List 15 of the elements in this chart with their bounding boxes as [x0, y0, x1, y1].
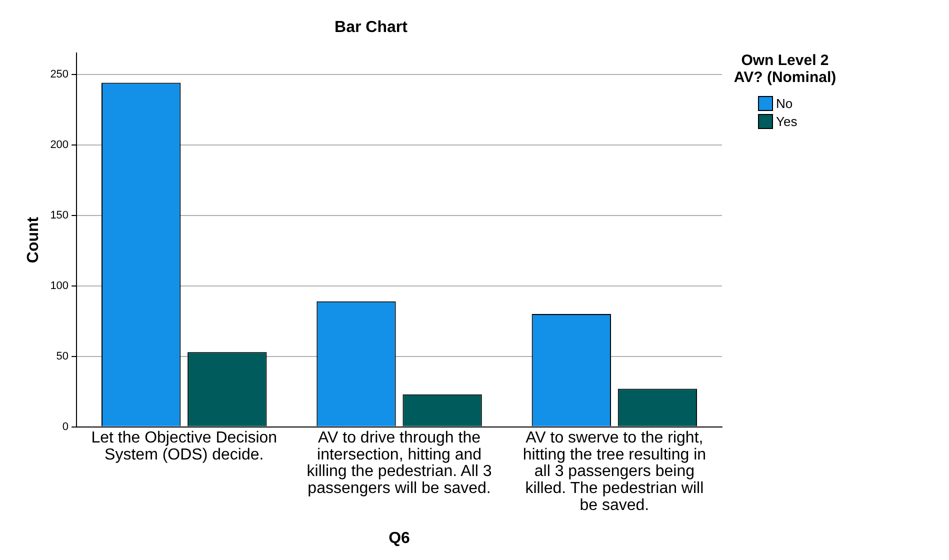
y-tick-label: 250 — [50, 68, 69, 80]
y-tick-label: 0 — [62, 420, 69, 433]
legend-label: No — [776, 96, 793, 110]
legend-title: Own Level 2 AV? (Nominal) — [732, 52, 838, 86]
y-tick-label: 100 — [50, 280, 69, 292]
x-tick-label: Let the Objective Decision System (ODS) decide. — [91, 430, 278, 464]
x-tick-label: AV to swerve to the right, hitting the tree resulting in all 3 passengers being killed. The pedestrian will be saved. — [522, 430, 706, 514]
x-axis-title: Q6 — [388, 530, 410, 547]
legend-label: Yes — [776, 114, 798, 128]
y-axis-title: Count — [25, 216, 42, 264]
x-tick-label: AV to drive through the intersection, hitting and killing the pedestrian. All 3 passengers will be saved. — [306, 430, 492, 498]
y-tick-label: 150 — [50, 209, 69, 222]
y-tick-label: 50 — [56, 350, 69, 362]
y-tick-label: 200 — [50, 138, 69, 151]
chart-title: Bar Chart — [334, 19, 408, 36]
